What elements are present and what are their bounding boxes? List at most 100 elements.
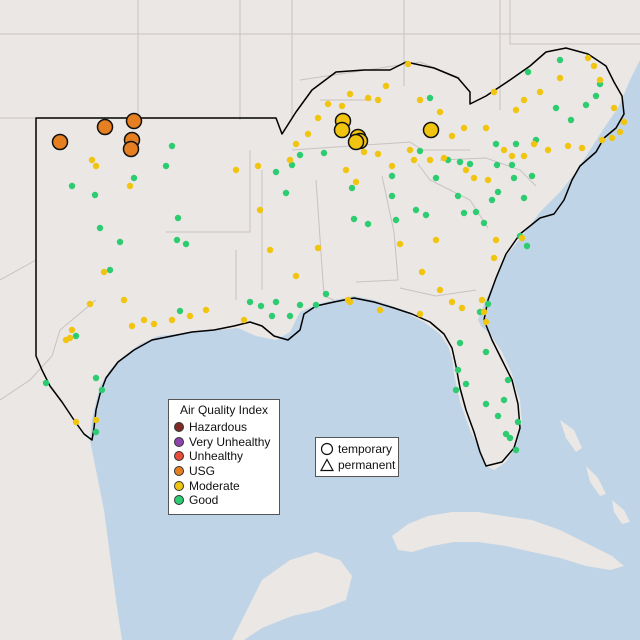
- monitor-good[interactable]: [432, 174, 440, 182]
- monitor-moderate[interactable]: [314, 244, 322, 252]
- monitor-good[interactable]: [504, 376, 512, 384]
- monitor-good[interactable]: [272, 168, 280, 176]
- monitor-good[interactable]: [282, 189, 290, 197]
- monitor-good[interactable]: [472, 208, 480, 216]
- monitor-good[interactable]: [268, 312, 276, 320]
- monitor-moderate[interactable]: [416, 310, 424, 318]
- monitor-good[interactable]: [176, 307, 184, 315]
- monitor-good[interactable]: [460, 209, 468, 217]
- monitor-moderate[interactable]: [590, 62, 598, 70]
- monitor-moderate[interactable]: [100, 268, 108, 276]
- monitor-usg-temporary[interactable]: [51, 133, 69, 151]
- monitor-good[interactable]: [364, 220, 372, 228]
- monitor-moderate[interactable]: [610, 104, 618, 112]
- monitor-good[interactable]: [523, 242, 531, 250]
- monitor-good[interactable]: [484, 300, 492, 308]
- monitor-good[interactable]: [494, 188, 502, 196]
- monitor-moderate[interactable]: [448, 298, 456, 306]
- monitor-moderate[interactable]: [480, 308, 488, 316]
- monitor-moderate[interactable]: [374, 96, 382, 104]
- monitor-good[interactable]: [506, 434, 514, 442]
- monitor-moderate[interactable]: [186, 312, 194, 320]
- monitor-good[interactable]: [456, 158, 464, 166]
- monitor-good[interactable]: [528, 172, 536, 180]
- monitor-good[interactable]: [130, 174, 138, 182]
- monitor-moderate[interactable]: [382, 82, 390, 90]
- monitor-good[interactable]: [168, 142, 176, 150]
- monitor-moderate[interactable]: [92, 162, 100, 170]
- monitor-good[interactable]: [92, 374, 100, 382]
- monitor-moderate[interactable]: [346, 298, 354, 306]
- monitor-moderate[interactable]: [608, 134, 616, 142]
- monitor-moderate[interactable]: [432, 236, 440, 244]
- monitor-moderate[interactable]: [508, 152, 516, 160]
- monitor-good[interactable]: [348, 184, 356, 192]
- monitor-good[interactable]: [482, 348, 490, 356]
- monitor-moderate[interactable]: [416, 96, 424, 104]
- monitor-good[interactable]: [322, 290, 330, 298]
- monitor-good[interactable]: [388, 192, 396, 200]
- monitor-moderate[interactable]: [436, 286, 444, 294]
- monitor-moderate[interactable]: [458, 304, 466, 312]
- monitor-good[interactable]: [392, 216, 400, 224]
- monitor-good[interactable]: [174, 214, 182, 222]
- monitor-moderate[interactable]: [578, 144, 586, 152]
- monitor-moderate[interactable]: [518, 234, 526, 242]
- monitor-moderate[interactable]: [256, 206, 264, 214]
- monitor-moderate[interactable]: [346, 90, 354, 98]
- monitor-good[interactable]: [257, 302, 265, 310]
- monitor-moderate[interactable]: [150, 320, 158, 328]
- monitor-good[interactable]: [567, 116, 575, 124]
- monitor-moderate[interactable]: [426, 156, 434, 164]
- monitor-moderate[interactable]: [478, 296, 486, 304]
- monitor-usg-temporary[interactable]: [96, 118, 114, 136]
- monitor-good[interactable]: [388, 172, 396, 180]
- monitor-good[interactable]: [288, 161, 296, 169]
- monitor-moderate[interactable]: [530, 140, 538, 148]
- monitor-moderate[interactable]: [470, 174, 478, 182]
- monitor-good[interactable]: [162, 162, 170, 170]
- monitor-good[interactable]: [510, 174, 518, 182]
- monitor-moderate[interactable]: [254, 162, 262, 170]
- monitor-moderate[interactable]: [482, 318, 490, 326]
- monitor-moderate[interactable]: [88, 156, 96, 164]
- monitor-moderate[interactable]: [584, 54, 592, 62]
- monitor-moderate[interactable]: [492, 236, 500, 244]
- monitor-moderate[interactable]: [620, 118, 628, 126]
- monitor-moderate[interactable]: [304, 130, 312, 138]
- monitor-good[interactable]: [512, 446, 520, 454]
- monitor-moderate[interactable]: [520, 96, 528, 104]
- monitor-good[interactable]: [106, 266, 114, 274]
- monitor-moderate[interactable]: [364, 94, 372, 102]
- monitor-good[interactable]: [462, 380, 470, 388]
- monitor-good[interactable]: [452, 386, 460, 394]
- monitor-moderate-temporary[interactable]: [347, 133, 365, 151]
- monitor-good[interactable]: [524, 68, 532, 76]
- monitor-good[interactable]: [91, 191, 99, 199]
- monitor-good[interactable]: [456, 339, 464, 347]
- monitor-moderate[interactable]: [490, 254, 498, 262]
- monitor-moderate[interactable]: [418, 268, 426, 276]
- monitor-good[interactable]: [454, 366, 462, 374]
- monitor-moderate[interactable]: [86, 300, 94, 308]
- monitor-moderate[interactable]: [168, 316, 176, 324]
- monitor-good[interactable]: [552, 104, 560, 112]
- monitor-moderate[interactable]: [72, 418, 80, 426]
- monitor-moderate[interactable]: [68, 326, 76, 334]
- monitor-moderate[interactable]: [448, 132, 456, 140]
- monitor-moderate[interactable]: [126, 182, 134, 190]
- monitor-moderate[interactable]: [202, 306, 210, 314]
- monitor-moderate[interactable]: [616, 128, 624, 136]
- monitor-good[interactable]: [493, 161, 501, 169]
- monitor-usg-temporary[interactable]: [125, 112, 143, 130]
- monitor-moderate[interactable]: [404, 60, 412, 68]
- monitor-good[interactable]: [96, 224, 104, 232]
- monitor-moderate[interactable]: [286, 156, 294, 164]
- monitor-good[interactable]: [272, 298, 280, 306]
- monitor-good[interactable]: [98, 386, 106, 394]
- monitor-moderate[interactable]: [232, 166, 240, 174]
- monitor-moderate[interactable]: [440, 154, 448, 162]
- monitor-moderate[interactable]: [490, 88, 498, 96]
- monitor-moderate[interactable]: [140, 316, 148, 324]
